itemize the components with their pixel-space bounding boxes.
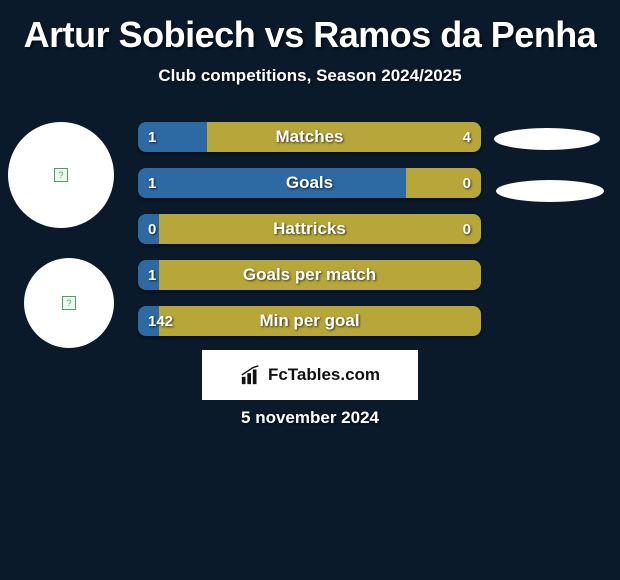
bar-chart-icon bbox=[240, 364, 262, 386]
bar-segment-player1 bbox=[138, 122, 207, 152]
subtitle: Club competitions, Season 2024/2025 bbox=[0, 66, 620, 86]
bar-row: Hattricks00 bbox=[138, 214, 481, 244]
player2-club-logo bbox=[496, 180, 604, 202]
bar-segment-player1 bbox=[138, 214, 159, 244]
bar-row: Goals per match1 bbox=[138, 260, 481, 290]
bar-segment-player2 bbox=[406, 168, 481, 198]
player1-avatar: ? bbox=[8, 122, 114, 228]
image-placeholder-icon: ? bbox=[62, 296, 76, 310]
bar-row: Matches14 bbox=[138, 122, 481, 152]
bar-row: Goals10 bbox=[138, 168, 481, 198]
player1-club-logo bbox=[494, 128, 600, 150]
image-placeholder-icon: ? bbox=[54, 168, 68, 182]
bar-segment-player2 bbox=[159, 260, 481, 290]
player2-avatar: ? bbox=[24, 258, 114, 348]
bar-segment-player1 bbox=[138, 306, 159, 336]
bar-segment-player2 bbox=[159, 306, 481, 336]
comparison-bars: Matches14 Goals10 Hattricks00 Goals per mat… bbox=[138, 122, 481, 352]
bar-row: Min per goal142 bbox=[138, 306, 481, 336]
site-logo-text: FcTables.com bbox=[268, 365, 380, 385]
generation-date: 5 november 2024 bbox=[0, 408, 620, 428]
bar-segment-player1 bbox=[138, 260, 159, 290]
bar-segment-player2 bbox=[159, 214, 481, 244]
page-title: Artur Sobiech vs Ramos da Penha bbox=[0, 0, 620, 56]
site-logo: FcTables.com bbox=[202, 350, 418, 400]
bar-segment-player2 bbox=[207, 122, 481, 152]
bar-segment-player1 bbox=[138, 168, 406, 198]
